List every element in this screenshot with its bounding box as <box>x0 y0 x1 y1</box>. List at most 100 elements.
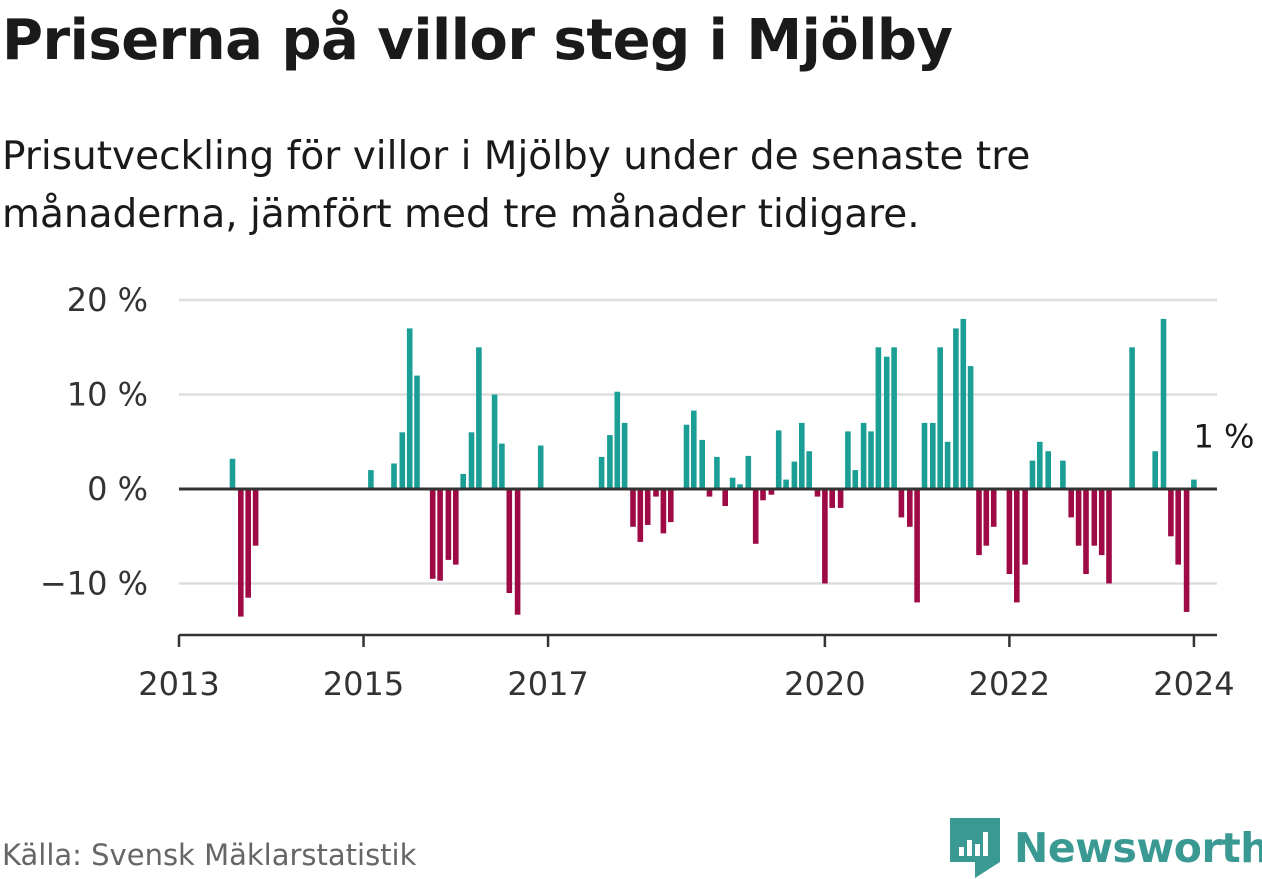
x-tick-label: 2022 <box>969 665 1050 703</box>
bar <box>1068 489 1074 518</box>
bar <box>868 431 874 489</box>
newsworthy-logo-text: Newsworthy <box>1014 824 1262 872</box>
x-tick-label: 2017 <box>507 665 588 703</box>
x-tick-label: 2015 <box>323 665 404 703</box>
bar <box>990 489 997 527</box>
bar <box>921 422 928 489</box>
y-axis-ticks: 20 % 10 % 0 % −10 % <box>40 281 148 603</box>
bar <box>837 489 844 508</box>
bar <box>691 410 697 489</box>
annotation: 1 % <box>1190 415 1257 459</box>
bar <box>799 422 805 489</box>
bar <box>845 431 851 489</box>
bar <box>791 461 798 489</box>
bar <box>1083 489 1089 574</box>
bar <box>514 489 521 615</box>
bar <box>1106 489 1112 584</box>
bar <box>1160 318 1167 489</box>
x-tick-label: 2020 <box>784 665 865 703</box>
x-tick-label: 2024 <box>1153 665 1234 703</box>
bar <box>752 489 759 544</box>
bar <box>714 456 720 489</box>
bar <box>414 375 420 489</box>
bar <box>891 347 897 490</box>
bar <box>653 489 659 497</box>
bar <box>852 470 859 489</box>
bar <box>1029 460 1036 489</box>
bar <box>875 347 882 490</box>
bar <box>607 435 613 489</box>
bar <box>937 347 943 490</box>
bar <box>967 366 974 489</box>
x-tick-label: 2013 <box>138 665 219 703</box>
bar <box>391 463 397 489</box>
bar <box>1006 489 1013 574</box>
annotation-label: 1 % <box>1193 418 1254 456</box>
bar <box>229 458 236 489</box>
bar <box>506 489 513 593</box>
bar <box>1168 489 1174 537</box>
gridlines <box>179 298 1217 585</box>
bar <box>1191 479 1197 489</box>
bar <box>1183 489 1190 612</box>
newsworthy-logo[interactable]: Newsworthy <box>950 818 1262 878</box>
bar <box>829 489 835 508</box>
bar <box>491 394 498 489</box>
bar <box>760 489 766 501</box>
bar <box>883 356 890 489</box>
bar <box>598 456 605 489</box>
bar <box>668 489 674 523</box>
bar <box>699 439 705 489</box>
bar <box>976 489 982 556</box>
bar <box>953 328 959 489</box>
bar <box>1060 460 1066 489</box>
bar <box>460 473 466 489</box>
bar <box>1014 489 1020 603</box>
bar <box>898 489 905 518</box>
bar <box>729 477 736 489</box>
bar <box>806 451 812 489</box>
x-axis-ticks: 2013 2015 2017 2020 2022 2024 <box>138 635 1235 703</box>
bar <box>907 489 913 527</box>
bar <box>637 489 644 542</box>
bar <box>621 422 628 489</box>
bar <box>683 424 690 489</box>
bar <box>914 489 920 603</box>
bar <box>768 489 775 495</box>
bar <box>1091 489 1098 546</box>
bar <box>930 422 936 489</box>
bar <box>944 441 951 490</box>
bar <box>1037 441 1043 490</box>
bar <box>476 347 482 490</box>
y-tick-label: −10 % <box>40 565 148 603</box>
bar <box>860 422 867 489</box>
y-tick-label: 20 % <box>67 281 148 319</box>
chart-subtitle: Prisutveckling för villor i Mjölby under… <box>2 134 1031 237</box>
bar <box>537 445 544 489</box>
bar <box>1045 451 1051 489</box>
bar <box>775 430 782 489</box>
bar <box>706 489 713 497</box>
bar <box>737 484 743 489</box>
bar <box>1152 451 1158 489</box>
bar <box>822 489 828 584</box>
bar <box>630 489 636 527</box>
bar <box>614 391 621 489</box>
bar <box>745 455 752 489</box>
bar <box>245 489 251 598</box>
source-note: Källa: Svensk Mäklarstatistik <box>2 838 417 872</box>
bar <box>499 443 505 489</box>
bar <box>437 489 443 581</box>
bar <box>1075 489 1082 546</box>
newsworthy-logo-icon <box>950 818 1000 878</box>
bar <box>429 489 436 579</box>
bar <box>1098 489 1105 556</box>
y-tick-label: 10 % <box>67 376 148 414</box>
bar <box>406 328 413 489</box>
bar <box>1022 489 1028 565</box>
bar <box>783 479 789 489</box>
bar <box>960 318 967 489</box>
bar <box>722 489 728 506</box>
bars <box>229 318 1197 617</box>
